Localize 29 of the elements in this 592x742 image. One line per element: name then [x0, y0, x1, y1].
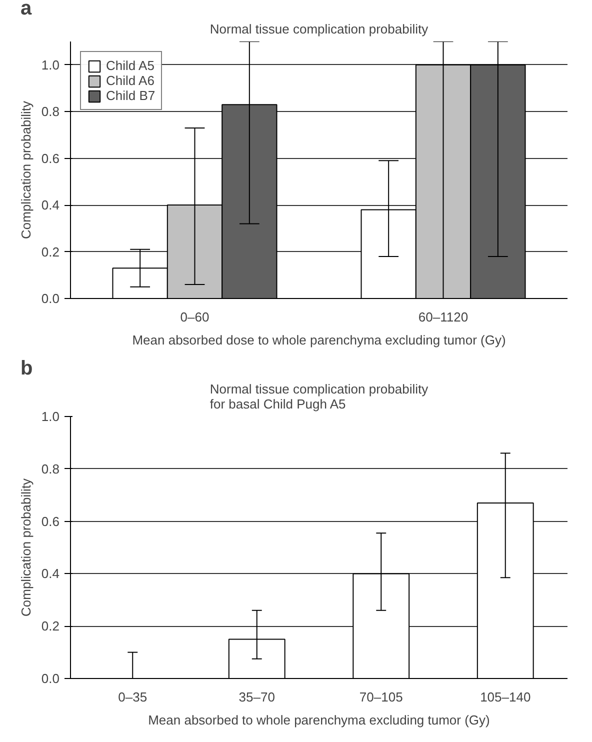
y-tick-label: 0.4: [41, 566, 60, 582]
y-tick-label: 0.0: [41, 291, 60, 306]
y-tick-label: 0.0: [41, 671, 60, 686]
y-axis-title: Complication probability: [18, 478, 34, 617]
y-axis-title: Complication probability: [18, 100, 34, 240]
chart-title: Normal tissue complication probability for basal Child Pugh A5: [210, 382, 429, 412]
x-tick-label: 60–1120: [418, 310, 468, 324]
text: a: [20, 0, 32, 20]
legend-label: Child A5: [106, 58, 154, 73]
y-tick-label: 0.6: [41, 514, 60, 529]
x-tick-label: 0–35: [118, 690, 148, 704]
x-tick-label: 0–60: [180, 310, 210, 324]
y-tick-label: 0.4: [41, 198, 60, 213]
y-tick-label: 1.0: [41, 57, 60, 72]
x-tick-label: 105–140: [480, 690, 531, 704]
x-axis-title: Mean absorbed dose to whole parenchyma excluding tumor (Gy): [132, 332, 506, 348]
x-tick-label: 35–70: [238, 690, 275, 704]
text: b: [20, 358, 33, 380]
y-tick-label: 1.0: [41, 409, 60, 424]
x-axis-title: Mean absorbed to whole parenchyma excluding tumor (Gy): [148, 712, 490, 728]
legend-label: Child A6: [106, 73, 154, 88]
x-tick-label: 70–105: [359, 690, 403, 704]
y-tick-label: 0.2: [41, 618, 60, 634]
y-tick-label: 0.8: [41, 104, 60, 120]
y-tick-label: 0.6: [41, 150, 60, 166]
legend-label: Child B7: [106, 88, 156, 103]
y-tick-label: 0.2: [41, 244, 60, 260]
y-tick-label: 0.8: [41, 461, 60, 476]
chart-title: Normal tissue complication probability: [210, 22, 429, 36]
